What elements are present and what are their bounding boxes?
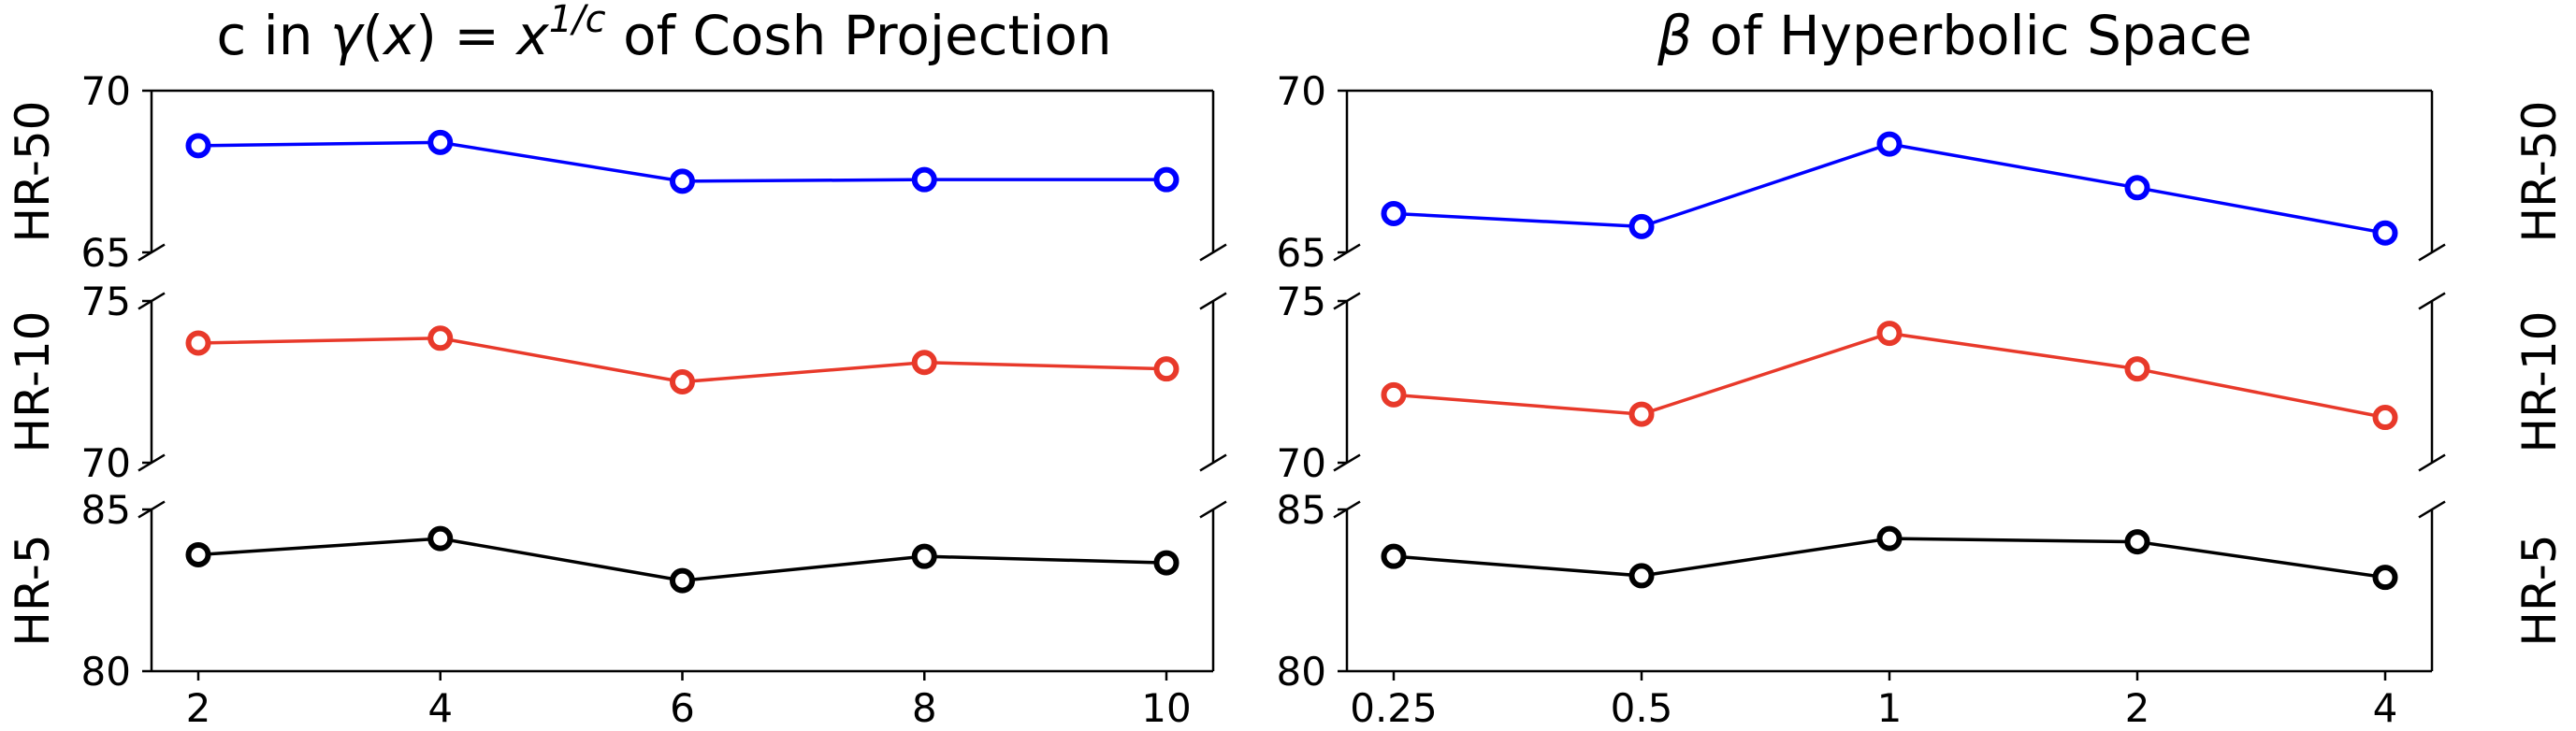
y-tick-label: 75 [81, 279, 131, 324]
data-point [2124, 175, 2150, 201]
series-line-hr-50 [1393, 142, 2386, 235]
data-point [670, 369, 695, 394]
data-point [185, 330, 211, 356]
data-point [670, 567, 695, 594]
data-point [1876, 321, 1903, 347]
y-tick-label: 70 [1277, 68, 1326, 114]
y-tick-label: 70 [81, 440, 131, 486]
data-point [1876, 131, 1903, 157]
data-point [1628, 401, 1655, 427]
x-tick-label: 0.5 [1611, 685, 1673, 731]
data-point [2372, 565, 2398, 591]
x-tick-label: 2 [2125, 685, 2150, 731]
y-tick-label: 85 [1277, 487, 1326, 533]
data-point [1381, 381, 1407, 408]
data-point [2124, 529, 2150, 555]
axis-break-mark [2418, 243, 2446, 262]
subplot-hr-10: 75 70 HR-10 [1277, 279, 2567, 486]
data-point [1876, 525, 1903, 552]
x-tick-label: 6 [670, 685, 695, 731]
x-tick-label: 0.25 [1350, 685, 1438, 731]
data-point [1381, 200, 1407, 226]
data-point [2124, 356, 2150, 382]
y-tick-label: 65 [1277, 230, 1326, 276]
x-tick-label: 2 [186, 685, 211, 731]
x-tick-label: 4 [2373, 685, 2398, 731]
right-chart-title: β of Hyperbolic Space [1657, 4, 2252, 67]
x-tick-label: 1 [1877, 685, 1903, 731]
data-point [911, 166, 937, 193]
axis-break-mark [1199, 243, 1227, 262]
axis-break-mark [1199, 453, 1227, 472]
left-chart-title: c in γ(x) = x1/c of Cosh Projection [216, 0, 1111, 67]
data-point [2372, 220, 2398, 246]
y-tick-label: 70 [1277, 440, 1326, 486]
y-axis-label-hr-10: HR-10 [2512, 311, 2567, 453]
y-tick-label: 80 [81, 649, 131, 695]
data-point [185, 541, 211, 567]
y-axis-label-hr-5: HR-5 [2512, 534, 2567, 646]
subplot-hr-50: 70 65 HR-50 [1277, 68, 2567, 276]
y-tick-label: 75 [1277, 279, 1326, 324]
axis-break-mark [2418, 500, 2446, 519]
subplot-hr-5: 85 80 HR-5 2 4 6 8 10 [6, 487, 1227, 731]
axis-break-mark [2418, 453, 2446, 472]
y-axis-label-hr-50: HR-50 [6, 101, 60, 243]
subplot-hr-5: 85 80 HR-5 0.25 0.5 1 2 4 [1277, 487, 2567, 731]
subplot-hr-10: 75 70 HR-10 [6, 279, 1227, 486]
axis-break-mark [1199, 500, 1227, 519]
axis-break-mark [1199, 292, 1227, 310]
x-tick-label: 8 [912, 685, 937, 731]
y-tick-label: 65 [81, 230, 131, 276]
y-tick-label: 70 [81, 68, 131, 114]
x-tick-label: 4 [427, 685, 453, 731]
data-point [911, 350, 937, 376]
chart-panel-left: 70 65 HR-50 75 70 HR-10 85 80 HR-5 2 4 6 8 10 [6, 68, 1227, 731]
data-point [1153, 166, 1179, 193]
y-tick-label: 80 [1277, 649, 1326, 695]
data-point [427, 129, 454, 155]
data-point [1153, 550, 1179, 576]
y-axis-label-hr-10: HR-10 [6, 311, 60, 453]
data-point [1381, 543, 1407, 569]
chart-panel-right: 70 65 HR-50 75 70 HR-10 85 80 HR-5 0.25 0.5 1 2 4 [1277, 68, 2567, 731]
data-point [1628, 213, 1655, 239]
data-point [185, 133, 211, 159]
data-point [1153, 356, 1179, 382]
y-axis-label-hr-50: HR-50 [2512, 101, 2567, 243]
data-point [670, 168, 695, 194]
data-point [427, 325, 454, 351]
data-point [2372, 405, 2398, 431]
axis-break-mark [2418, 292, 2446, 310]
y-tick-label: 85 [81, 487, 131, 533]
subplot-hr-50: 70 65 HR-50 [6, 68, 1227, 276]
y-axis-label-hr-5: HR-5 [6, 534, 60, 646]
x-tick-label: 10 [1141, 685, 1191, 731]
data-point [427, 525, 454, 552]
data-point [911, 543, 937, 569]
data-point [1628, 563, 1655, 589]
